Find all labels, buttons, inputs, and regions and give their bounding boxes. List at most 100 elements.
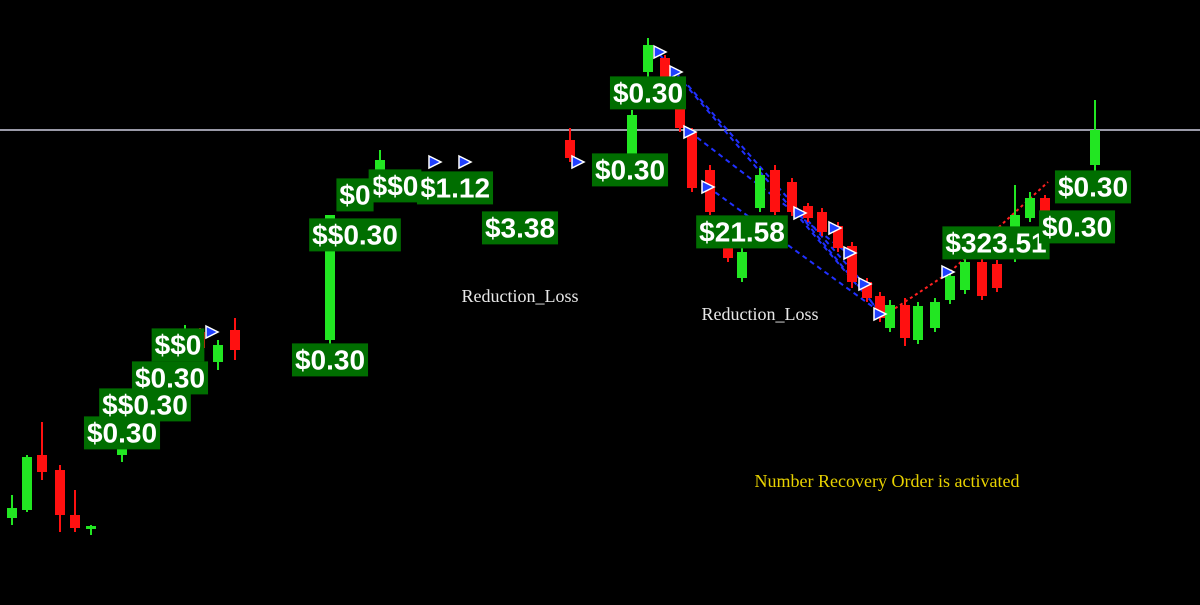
- profit-label-box: [696, 215, 788, 249]
- profit-label-box: [291, 343, 369, 377]
- candle: [737, 248, 747, 282]
- candle: [992, 260, 1002, 292]
- profit-label: $$0: [372, 170, 419, 201]
- candle: [230, 318, 240, 360]
- profit-label-box: [591, 153, 669, 187]
- candle: [977, 258, 987, 300]
- candle: [325, 215, 335, 345]
- candle-body: [213, 345, 223, 362]
- profit-label-box: [1054, 170, 1132, 204]
- profit-label: $323.51: [945, 227, 1046, 258]
- candle: [627, 110, 637, 160]
- profit-label-box: [99, 388, 191, 422]
- trade-marker: [941, 264, 956, 280]
- candle-body: [847, 246, 857, 282]
- profit-label: $0.30: [135, 362, 205, 393]
- candle-body: [930, 302, 940, 328]
- annotation: Reduction_Loss: [702, 304, 819, 324]
- trade-marker: [858, 276, 873, 292]
- trade-marker: [653, 44, 668, 60]
- trade-marker: [828, 220, 843, 236]
- candle-body: [22, 457, 32, 510]
- candle-body: [875, 296, 885, 318]
- candle-body: [817, 212, 827, 232]
- candle-body: [705, 170, 715, 212]
- profit-label-box: [83, 416, 161, 450]
- candle: [847, 242, 857, 288]
- candle-body: [325, 215, 335, 340]
- candle-body: [900, 305, 910, 338]
- candle-body: [643, 45, 653, 72]
- trade-marker: [793, 205, 808, 221]
- candle: [960, 258, 970, 294]
- candle-body: [7, 508, 17, 518]
- candle-body: [803, 206, 813, 218]
- candle-body: [833, 226, 843, 248]
- candle-body: [913, 306, 923, 340]
- candle-body: [230, 330, 240, 350]
- profit-label: $0.30: [595, 154, 665, 185]
- profit-label-box: [336, 178, 374, 212]
- candle: [755, 168, 765, 212]
- candle: [37, 422, 47, 480]
- candle: [900, 298, 910, 346]
- candle: [22, 455, 32, 512]
- trade-marker: [843, 245, 858, 261]
- profit-label: $$0.30: [312, 219, 398, 250]
- candle: [70, 490, 80, 532]
- candle: [86, 525, 96, 535]
- candle: [687, 128, 697, 192]
- trade-marker: [205, 324, 220, 340]
- trade-marker: [701, 179, 716, 195]
- candle: [803, 203, 813, 222]
- candle-body: [675, 108, 685, 128]
- candle: [55, 465, 65, 532]
- candle-body: [737, 252, 747, 278]
- candle-body: [787, 182, 797, 212]
- profit-label: $0.30: [1058, 171, 1128, 202]
- candle: [930, 298, 940, 332]
- trade-marker: [571, 154, 586, 170]
- candle-body: [960, 262, 970, 290]
- candle: [1025, 192, 1035, 222]
- candle-body: [992, 264, 1002, 288]
- trade-marker: [669, 64, 684, 80]
- candle-body: [1025, 198, 1035, 218]
- profit-label: $$0: [155, 329, 202, 360]
- candle: [945, 272, 955, 304]
- profit-label-box: [481, 211, 559, 245]
- candle-body: [1040, 198, 1050, 212]
- profit-label: $21.58: [699, 216, 785, 247]
- profit-label-box: [942, 226, 1050, 260]
- trade-marker: [428, 154, 443, 170]
- profit-label-box: [609, 76, 687, 110]
- profit-label: $1.12: [420, 172, 490, 203]
- trade-marker: [873, 306, 888, 322]
- candle-body: [770, 170, 780, 212]
- profit-label: $0.30: [1042, 211, 1112, 242]
- candle: [643, 38, 653, 78]
- annotation: Reduction_Loss: [462, 286, 579, 306]
- annotation: Number Recovery Order is activated: [755, 471, 1020, 491]
- candle: [565, 128, 575, 162]
- candle-body: [755, 175, 765, 208]
- candle-body: [70, 515, 80, 528]
- candle-body: [565, 140, 575, 158]
- candle-body: [945, 276, 955, 300]
- candle: [885, 300, 895, 332]
- candle: [787, 178, 797, 216]
- candle-body: [37, 455, 47, 472]
- trade-marker: [458, 154, 473, 170]
- profit-label-box: [151, 328, 205, 362]
- candle-body: [86, 526, 96, 529]
- profit-label: $0.30: [613, 77, 683, 108]
- profit-label: $0.30: [295, 344, 365, 375]
- profit-label: $$0.30: [102, 389, 188, 420]
- candle-body: [862, 282, 872, 298]
- trade-marker: [683, 124, 698, 140]
- candle-body: [977, 262, 987, 296]
- candle-body: [627, 115, 637, 155]
- candle-body: [687, 132, 697, 188]
